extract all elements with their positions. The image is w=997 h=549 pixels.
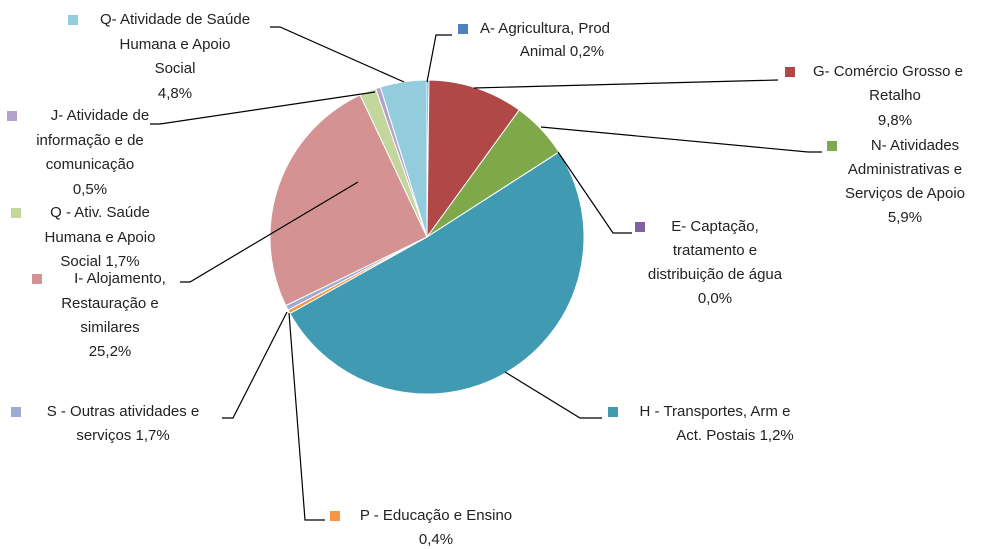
slice-label: Retalho [869, 87, 921, 104]
leader-line [270, 26, 405, 83]
slice-label: Act. Postais 1,2% [676, 427, 794, 444]
slice-label: Social [155, 60, 196, 77]
slice-label: 0,4% [419, 531, 453, 548]
slice-label: G- Comércio Grosso e [813, 63, 963, 80]
label-marker [635, 222, 645, 232]
slice-label: N- Atividades [871, 137, 959, 154]
label-marker [608, 407, 618, 417]
slice-label: 5,9% [888, 209, 922, 226]
slice-label: H - Transportes, Arm e [640, 403, 791, 420]
leader-line [426, 34, 452, 83]
slice-label: Animal 0,2% [520, 43, 604, 60]
slice-label: Q - Ativ. Saúde [50, 204, 150, 221]
slice-label: Administrativas e [848, 161, 962, 178]
slice-label: informação e de [36, 132, 144, 149]
slice-label: I- Alojamento, [74, 270, 166, 287]
pie-slice [289, 151, 585, 395]
slice-label: S - Outras atividades e [47, 403, 200, 420]
slice-label: similares [80, 319, 139, 336]
leader-line [504, 371, 602, 419]
slice-label: tratamento e [673, 242, 757, 259]
slice-label: Social 1,7% [60, 253, 139, 270]
slice-label: 25,2% [89, 343, 132, 360]
label-marker [7, 111, 17, 121]
slice-label: A- Agricultura, Prod [480, 20, 610, 37]
label-marker [32, 274, 42, 284]
slice-label: J- Atividade de [51, 107, 149, 124]
label-marker [11, 407, 21, 417]
slice-label: serviços 1,7% [76, 427, 169, 444]
pie-slice [269, 94, 428, 307]
leader-line [150, 91, 376, 125]
label-marker [458, 24, 468, 34]
slice-label: E- Captação, [671, 218, 759, 235]
slice-label: 4,8% [158, 85, 192, 102]
slice-label: Humana e Apoio [45, 229, 156, 246]
leader-line [288, 312, 325, 521]
leader-line [473, 79, 779, 89]
label-marker [827, 141, 837, 151]
slice-label: Serviços de Apoio [845, 185, 965, 202]
label-marker [330, 511, 340, 521]
leader-line [180, 181, 359, 283]
leader-line [557, 151, 632, 234]
slice-label: comunicação [46, 156, 134, 173]
slice-label: Q- Atividade de Saúde [100, 11, 250, 28]
slice-label: Restauração e [61, 295, 159, 312]
slice-label: 0,0% [698, 290, 732, 307]
slice-label: 0,5% [73, 181, 107, 198]
slice-label: 9,8% [878, 112, 912, 129]
label-marker [785, 67, 795, 77]
slice-label: distribuição de água [648, 266, 783, 283]
label-marker [68, 15, 78, 25]
slice-label: P - Educação e Ensino [360, 507, 512, 524]
label-marker [11, 208, 21, 218]
slice-label: Humana e Apoio [120, 36, 231, 53]
leader-line [222, 311, 288, 419]
leader-line [540, 126, 822, 153]
